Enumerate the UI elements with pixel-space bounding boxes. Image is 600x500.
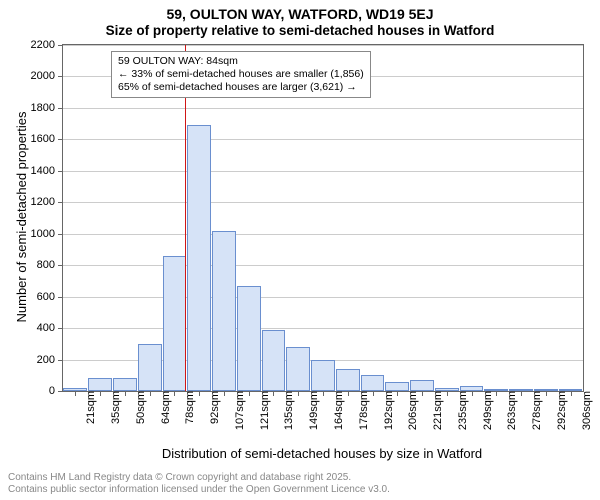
y-tick-label: 2200 — [31, 39, 63, 51]
x-tick-label: 249sqm — [476, 391, 494, 430]
x-tick — [298, 391, 299, 396]
x-tick — [422, 391, 423, 396]
grid-line — [63, 328, 583, 329]
histogram-bar — [138, 344, 162, 391]
x-tick — [348, 391, 349, 396]
y-tick-label: 1200 — [31, 196, 63, 208]
x-tick-label: 192sqm — [377, 391, 395, 430]
y-tick-label: 600 — [37, 291, 63, 303]
chart-container: 59, OULTON WAY, WATFORD, WD19 5EJ Size o… — [0, 0, 600, 500]
histogram-bar — [410, 380, 434, 391]
histogram-bar — [212, 231, 236, 391]
plot-area: 0200400600800100012001400160018002000220… — [62, 44, 584, 392]
y-tick-label: 1000 — [31, 228, 63, 240]
y-tick-label: 1600 — [31, 133, 63, 145]
x-tick-label: 78sqm — [178, 391, 196, 424]
y-tick-label: 2000 — [31, 70, 63, 82]
y-axis-title: Number of semi-detached properties — [14, 112, 29, 323]
grid-line — [63, 171, 583, 172]
x-tick — [373, 391, 374, 396]
x-tick — [472, 391, 473, 396]
x-tick — [224, 391, 225, 396]
x-tick-label: 164sqm — [327, 391, 345, 430]
histogram-bar — [163, 256, 187, 391]
x-tick-label: 35sqm — [104, 391, 122, 424]
y-tick-label: 1400 — [31, 165, 63, 177]
y-tick-label: 200 — [37, 354, 63, 366]
footer-line1: Contains HM Land Registry data © Crown c… — [8, 472, 390, 484]
x-tick — [249, 391, 250, 396]
annotation-box: 59 OULTON WAY: 84sqm← 33% of semi-detach… — [111, 51, 371, 98]
histogram-bar — [88, 378, 112, 391]
histogram-bar — [361, 375, 385, 391]
x-tick-label: 278sqm — [525, 391, 543, 430]
grid-line — [63, 234, 583, 235]
x-tick — [199, 391, 200, 396]
x-tick — [521, 391, 522, 396]
chart-subtitle: Size of property relative to semi-detach… — [0, 23, 600, 39]
grid-line — [63, 45, 583, 46]
x-tick-label: 121sqm — [253, 391, 271, 430]
grid-line — [63, 139, 583, 140]
footer-line2: Contains public sector information licen… — [8, 484, 390, 496]
histogram-bar — [385, 382, 409, 391]
histogram-bar — [113, 378, 137, 391]
x-tick — [323, 391, 324, 396]
chart-title: 59, OULTON WAY, WATFORD, WD19 5EJ — [0, 0, 600, 23]
histogram-bar — [262, 330, 286, 391]
annotation-line: 59 OULTON WAY: 84sqm — [118, 55, 364, 68]
x-tick-label: 206sqm — [401, 391, 419, 430]
grid-line — [63, 297, 583, 298]
x-tick — [571, 391, 572, 396]
x-tick-label: 306sqm — [575, 391, 593, 430]
grid-line — [63, 108, 583, 109]
x-tick — [174, 391, 175, 396]
histogram-bar — [187, 125, 211, 391]
x-tick-label: 21sqm — [79, 391, 97, 424]
x-tick — [273, 391, 274, 396]
x-tick-label: 135sqm — [277, 391, 295, 430]
x-axis-title: Distribution of semi-detached houses by … — [162, 446, 482, 461]
y-tick-label: 400 — [37, 322, 63, 334]
histogram-bar — [237, 286, 261, 391]
footer-attribution: Contains HM Land Registry data © Crown c… — [8, 472, 390, 496]
histogram-bar — [286, 347, 310, 391]
y-tick-label: 0 — [49, 385, 63, 397]
x-tick-label: 50sqm — [129, 391, 147, 424]
x-tick-label: 149sqm — [302, 391, 320, 430]
x-tick — [496, 391, 497, 396]
plot-inner: 0200400600800100012001400160018002000220… — [63, 45, 583, 391]
y-tick-label: 800 — [37, 259, 63, 271]
grid-line — [63, 202, 583, 203]
x-tick-label: 178sqm — [352, 391, 370, 430]
annotation-line: ← 33% of semi-detached houses are smalle… — [118, 68, 364, 81]
x-tick — [546, 391, 547, 396]
x-tick-label: 107sqm — [228, 391, 246, 430]
histogram-bar — [336, 369, 360, 391]
x-tick-label: 292sqm — [550, 391, 568, 430]
y-tick-label: 1800 — [31, 102, 63, 114]
x-tick — [125, 391, 126, 396]
x-tick — [397, 391, 398, 396]
x-tick — [75, 391, 76, 396]
x-tick — [100, 391, 101, 396]
grid-line — [63, 265, 583, 266]
x-tick — [447, 391, 448, 396]
histogram-bar — [311, 360, 335, 391]
x-tick-label: 235sqm — [451, 391, 469, 430]
x-tick — [150, 391, 151, 396]
annotation-line: 65% of semi-detached houses are larger (… — [118, 81, 364, 94]
x-tick-label: 64sqm — [154, 391, 172, 424]
x-tick-label: 92sqm — [203, 391, 221, 424]
x-tick-label: 263sqm — [500, 391, 518, 430]
x-tick-label: 221sqm — [426, 391, 444, 430]
